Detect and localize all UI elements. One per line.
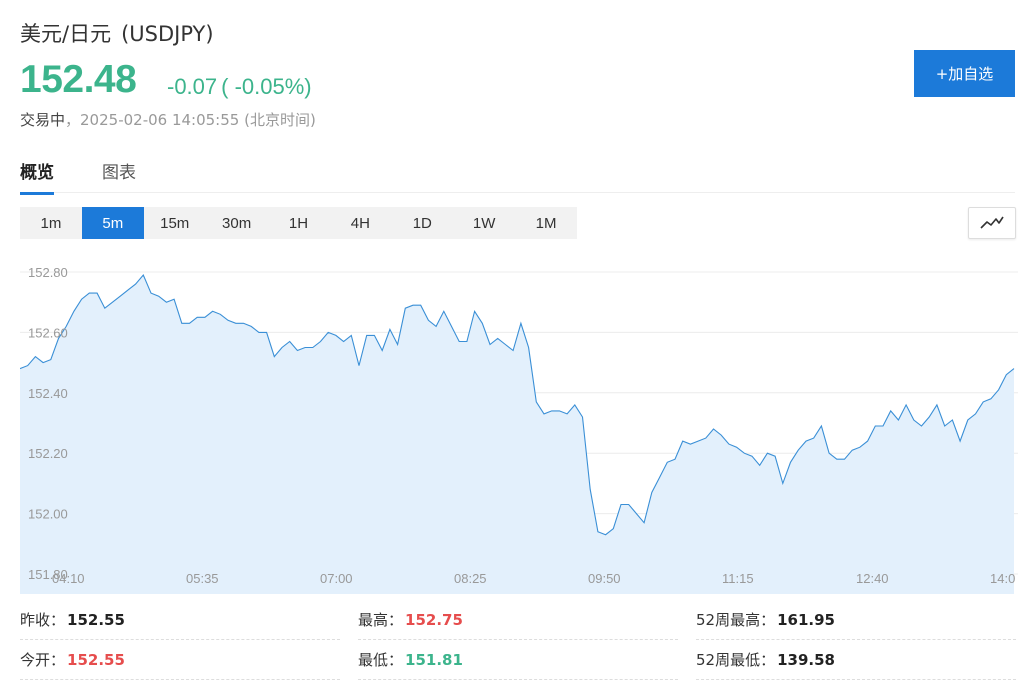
y-tick-label: 152.80 xyxy=(28,265,68,280)
period-4h[interactable]: 4H xyxy=(350,214,370,232)
trading-status: 交易中，2025-02-06 14:05:55 (北京时间) xyxy=(20,109,316,130)
stat-low: 最低： 151.81 xyxy=(358,640,678,680)
instrument-code: (USDJPY) xyxy=(121,22,214,46)
instrument-title: 美元/日元 (USDJPY) xyxy=(20,18,214,48)
stat-value: 152.55 xyxy=(67,650,125,669)
period-selector: 1m 5m 15m 30m 1H 4H 1D 1W 1M xyxy=(20,207,577,239)
stat-value: 151.81 xyxy=(405,650,463,669)
y-tick-label: 152.40 xyxy=(28,386,68,401)
stat-label: 最低： xyxy=(358,651,404,669)
period-1w[interactable]: 1W xyxy=(472,214,496,232)
stat-open: 今开： 152.55 xyxy=(20,640,340,680)
price-line xyxy=(19,273,1015,536)
timestamp: ，2025-02-06 14:05:55 xyxy=(65,111,240,129)
y-tick-label: 152.20 xyxy=(28,446,68,461)
period-1mo[interactable]: 1M xyxy=(535,214,557,232)
x-tick-label: 09:50 xyxy=(588,571,621,586)
period-1d[interactable]: 1D xyxy=(412,214,432,232)
price-area xyxy=(20,275,1014,594)
change-percent: ( -0.05%) xyxy=(221,74,312,99)
add-to-watchlist-button[interactable]: +加自选 xyxy=(914,50,1015,97)
y-tick-label: 152.00 xyxy=(28,507,68,522)
stat-high: 最高： 152.75 xyxy=(358,600,678,640)
last-price: 152.48 xyxy=(20,58,137,101)
x-tick-label: 07:00 xyxy=(320,571,353,586)
tab-overview[interactable]: 概览 xyxy=(20,158,54,195)
stat-value: 161.95 xyxy=(777,610,835,629)
stat-52w-low: 52周最低： 139.58 xyxy=(696,640,1016,680)
chart-type-toggle[interactable] xyxy=(968,207,1016,239)
stat-value: 152.55 xyxy=(67,610,125,629)
x-tick-label: 08:25 xyxy=(454,571,487,586)
stat-value: 139.58 xyxy=(777,650,835,669)
stat-label: 昨收： xyxy=(20,611,66,629)
price-change: -0.07( -0.05%) xyxy=(167,74,316,100)
stat-label: 52周最低： xyxy=(696,651,776,669)
stat-label: 52周最高： xyxy=(696,611,776,629)
stat-prev-close: 昨收： 152.55 xyxy=(20,600,340,640)
stat-52w-high: 52周最高： 161.95 xyxy=(696,600,1016,640)
instrument-name: 美元/日元 xyxy=(20,22,112,46)
y-tick-label: 152.60 xyxy=(28,325,68,340)
x-tick-label: 14:0 xyxy=(990,571,1015,586)
status-label: 交易中 xyxy=(20,111,66,129)
line-chart-icon xyxy=(980,216,1004,229)
period-1m[interactable]: 1m xyxy=(40,214,62,232)
x-tick-label: 11:15 xyxy=(722,571,754,586)
stat-value: 152.75 xyxy=(405,610,463,629)
timezone: (北京时间) xyxy=(244,111,316,129)
x-tick-label: 04:10 xyxy=(52,571,85,586)
price-chart[interactable]: 152.80 152.60 152.40 152.20 152.00 151.80 04:1… xyxy=(19,252,1018,594)
x-tick-label: 05:35 xyxy=(186,571,219,586)
period-5m[interactable]: 5m xyxy=(81,207,144,239)
change-value: -0.07 xyxy=(167,74,218,99)
y-tick-label: 151.80 xyxy=(28,567,68,582)
period-1h[interactable]: 1H xyxy=(288,214,309,232)
stats-panel: 昨收： 152.55 最高： 152.75 52周最高： 161.95 今开： 152.… xyxy=(20,600,1016,699)
stat-label: 今开： xyxy=(20,651,66,669)
stat-label: 最高： xyxy=(358,611,404,629)
period-15m[interactable]: 15m xyxy=(160,214,190,232)
x-tick-label: 12:40 xyxy=(856,571,889,586)
tab-bar: 概览 图表 xyxy=(20,156,1015,195)
tab-chart[interactable]: 图表 xyxy=(102,163,136,183)
price-chart-svg: 152.80 152.60 152.40 152.20 152.00 151.8004:1… xyxy=(19,252,1018,594)
period-30m[interactable]: 30m xyxy=(222,214,252,232)
